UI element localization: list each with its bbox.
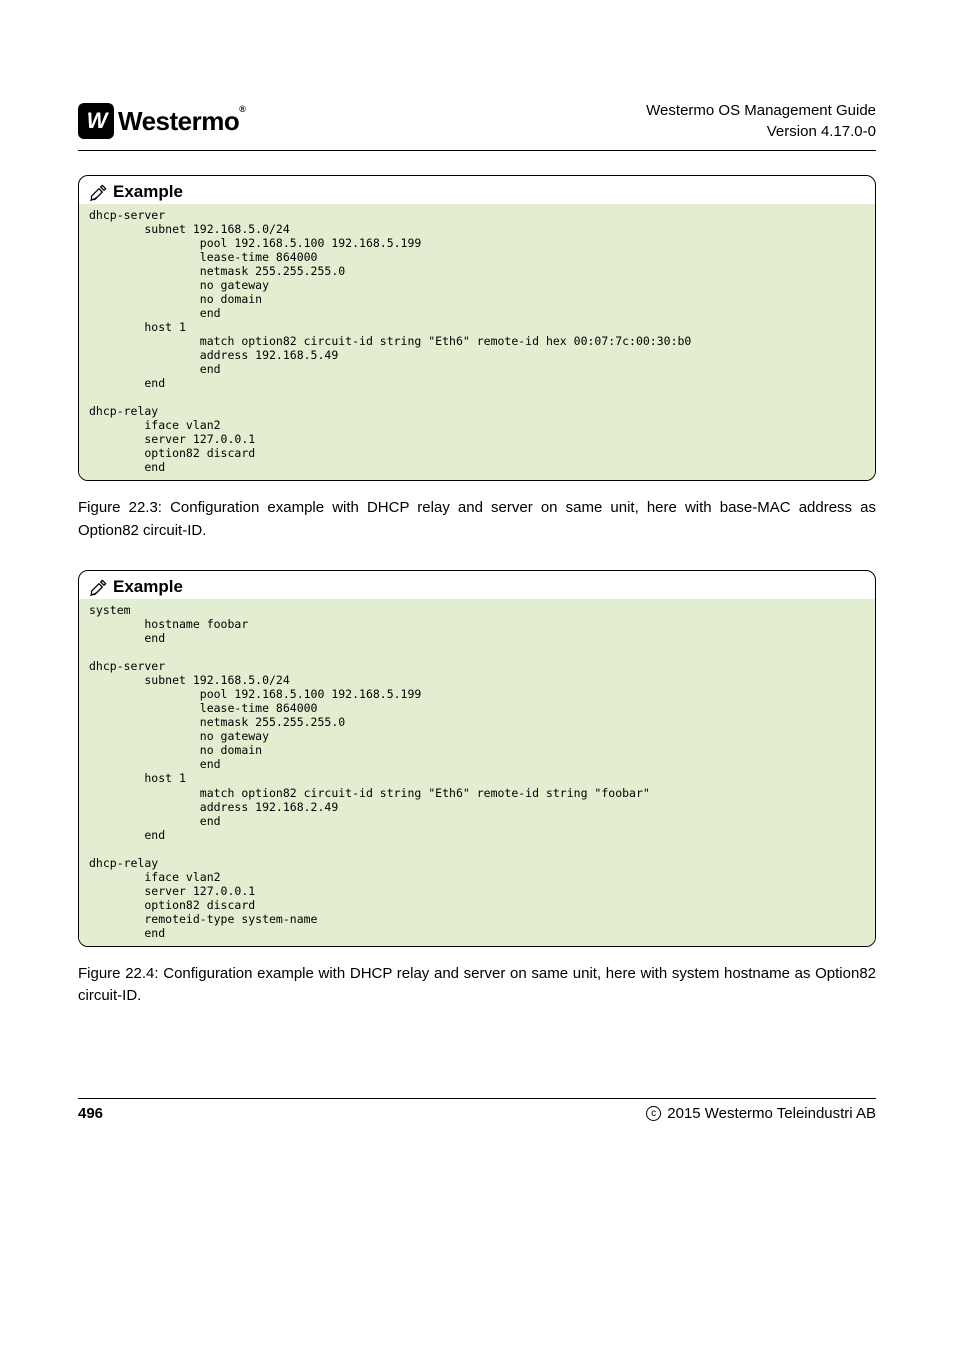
copyright-text: 2015 Westermo Teleindustri AB (663, 1105, 876, 1122)
brand-logo: W Westermo® (78, 103, 245, 139)
example-1-header: Example (79, 176, 875, 204)
example-2-code: system hostname foobar end dhcp-server s… (79, 599, 875, 945)
header-divider (78, 150, 876, 151)
doc-version: Version 4.17.0-0 (646, 121, 876, 142)
pencil-icon (89, 182, 109, 202)
example-2-header: Example (79, 571, 875, 599)
example-1-label: Example (113, 182, 183, 202)
example-box-1: Example dhcp-server subnet 192.168.5.0/2… (78, 175, 876, 481)
pencil-icon (89, 577, 109, 597)
example-1-code: dhcp-server subnet 192.168.5.0/24 pool 1… (79, 204, 875, 480)
logo-mark-letter: W (87, 108, 106, 134)
copyright-icon: c (646, 1106, 661, 1121)
logo-wordmark: Westermo® (118, 106, 245, 137)
logo-mark: W (78, 103, 114, 139)
page-container: W Westermo® Westermo OS Management Guide… (0, 0, 954, 1162)
page-footer: 496 c 2015 Westermo Teleindustri AB (78, 1105, 876, 1122)
example-2-label: Example (113, 577, 183, 597)
page-number: 496 (78, 1105, 103, 1122)
page-header: W Westermo® Westermo OS Management Guide… (78, 100, 876, 142)
doc-title: Westermo OS Management Guide (646, 100, 876, 121)
example-box-2: Example system hostname foobar end dhcp-… (78, 570, 876, 946)
figure-caption-2: Figure 22.4: Configuration example with … (78, 963, 876, 1008)
figure-caption-1: Figure 22.3: Configuration example with … (78, 497, 876, 542)
footer-divider (78, 1098, 876, 1099)
copyright-line: c 2015 Westermo Teleindustri AB (646, 1105, 876, 1122)
header-doc-info: Westermo OS Management Guide Version 4.1… (646, 100, 876, 142)
